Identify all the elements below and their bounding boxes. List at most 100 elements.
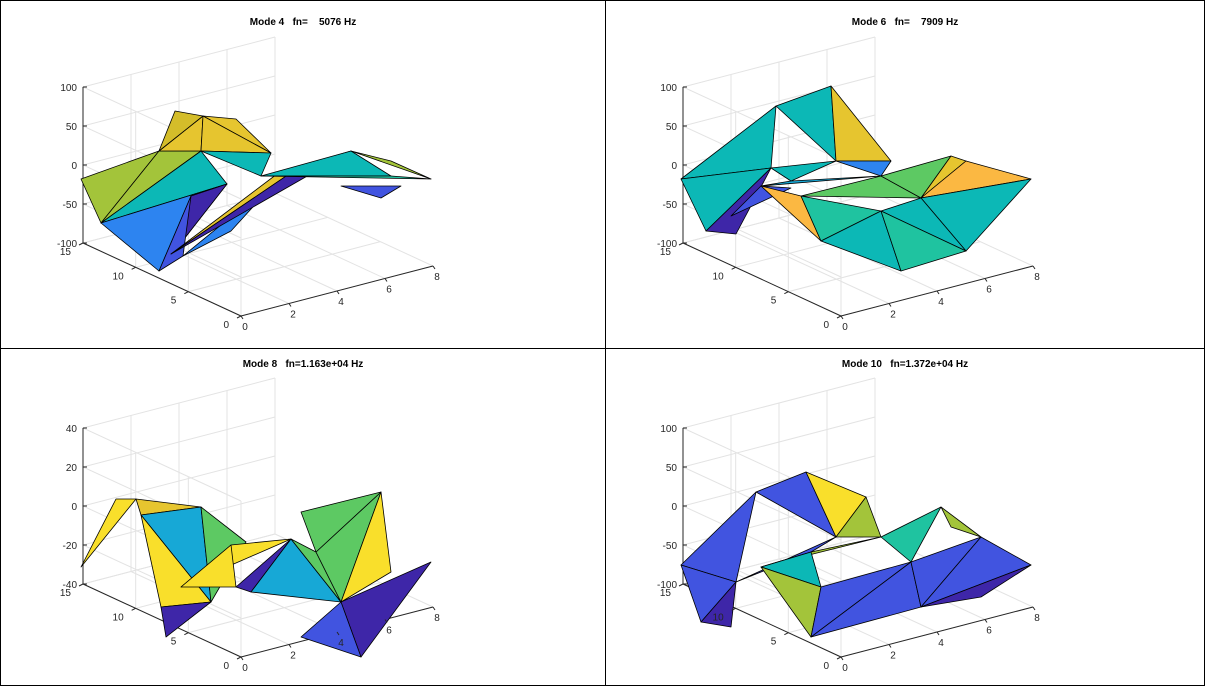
z-tick-label: -50 — [663, 200, 678, 211]
surface-triangle — [300, 601, 362, 658]
subplot-mode-4: 0 2 4 6 8 0 5 10 15 -100 -50 0 50 100 Mode 4 fn= 5076 … — [0, 0, 606, 349]
surface-triangle — [158, 110, 204, 152]
surface-triangle — [158, 195, 192, 272]
surface-triangle — [180, 544, 237, 588]
chart-title: Mode 4 fn= 5076 Hz — [250, 17, 356, 28]
y-tick-label: 10 — [113, 612, 125, 623]
x-tick-label: 8 — [434, 272, 440, 283]
surface-triangle — [340, 491, 392, 603]
x-tick-label: 6 — [986, 626, 992, 637]
surface-triangle — [830, 85, 892, 162]
mode-surface-plot: 0 2 4 6 8 0 5 10 15-100 -50 0 50 100 Mode 6 fn= 7909 … — [657, 17, 1040, 333]
surface-triangle — [835, 160, 892, 177]
x-tick-label: 0 — [242, 322, 248, 333]
x-tick-label: 0 — [842, 663, 848, 674]
z-tick-label: 100 — [660, 83, 677, 94]
y-tick-label: 10 — [713, 612, 725, 623]
surface-triangle — [700, 581, 737, 628]
x-tick-label: 2 — [890, 310, 896, 321]
surface-patches — [680, 471, 1032, 638]
x-tick-label: 4 — [338, 638, 344, 649]
x-tick-label: 6 — [386, 285, 392, 296]
z-tick-label: 50 — [66, 122, 78, 133]
z-tick-label: 50 — [666, 122, 678, 133]
z-tick-label: -40 — [63, 580, 78, 591]
y-tick-label: 5 — [171, 637, 177, 648]
chart-title: Mode 6 fn= 7909 Hz — [852, 17, 958, 28]
x-tick-label: 4 — [338, 297, 344, 308]
z-tick-label: 20 — [66, 463, 78, 474]
z-tick-label: -100 — [657, 580, 677, 591]
y-tick-label: 15 — [660, 247, 672, 258]
x-tick-label: 6 — [386, 626, 392, 637]
y-tick-label: 15 — [660, 588, 672, 599]
x-tick-label: 4 — [938, 638, 944, 649]
surface-patches — [680, 85, 1032, 272]
z-tick-label: -100 — [57, 239, 77, 250]
surface-triangle — [775, 85, 837, 162]
z-tick-label: -100 — [657, 239, 677, 250]
surface-triangle — [920, 564, 1032, 608]
z-tick-label: 0 — [71, 502, 77, 513]
y-tick-label: 0 — [823, 661, 829, 672]
y-tick-label: 5 — [171, 296, 177, 307]
surface-triangle — [835, 496, 882, 538]
x-tick-label: 0 — [242, 663, 248, 674]
z-tick-label: 0 — [71, 161, 77, 172]
x-tick-label: 8 — [434, 613, 440, 624]
x-tick-label: 2 — [290, 651, 296, 662]
y-tick-label: 10 — [713, 271, 725, 282]
y-axis-line — [682, 242, 842, 317]
y-tick-label: 0 — [823, 320, 829, 331]
surface-triangle — [350, 150, 432, 180]
chart-title: Mode 8 fn=1.163e+04 Hz — [243, 359, 364, 370]
x-tick-label: 4 — [938, 297, 944, 308]
y-tick-label: 15 — [60, 588, 72, 599]
x-tick-label: 0 — [842, 322, 848, 333]
surface-triangle — [680, 105, 777, 180]
x-tick-label: 8 — [1034, 613, 1040, 624]
y-tick-label: 15 — [60, 247, 72, 258]
subplot-mode-6: 0 2 4 6 8 0 5 10 15 -100 -50 0 50 100 Mode 6 fn= 7909 … — [605, 0, 1205, 349]
surface-triangle — [340, 185, 402, 199]
surface-triangle — [760, 175, 882, 187]
x-tick-label: 2 — [290, 310, 296, 321]
surface-triangle — [260, 175, 432, 180]
z-tick-label: -50 — [663, 541, 678, 552]
z-tick-label: 50 — [666, 463, 678, 474]
subplot-mode-8: 0 2 4 6 8 0 5 10 15 -40 -20 0 20 40 Mode 8 fn=1.163e+0… — [0, 348, 606, 686]
surface-triangle — [880, 506, 942, 563]
surface-triangle — [260, 150, 392, 177]
surface-triangle — [200, 150, 272, 177]
y-axis-line — [82, 242, 242, 317]
surface-triangle — [80, 498, 137, 568]
surface-triangle — [300, 491, 382, 553]
x-tick-label: 6 — [986, 285, 992, 296]
x-tick-label: 8 — [1034, 272, 1040, 283]
z-tick-label: 40 — [66, 424, 78, 435]
y-tick-label: 0 — [223, 320, 229, 331]
mode-surface-plot: 0 2 4 6 8 0 5 10 15-40 -20 0 20 40 Mode 8 fn=1.163e+0… — [60, 359, 440, 674]
surface-patches — [80, 110, 432, 272]
surface-triangle — [160, 601, 212, 638]
surface-triangle — [770, 160, 837, 182]
z-tick-label: -50 — [63, 200, 78, 211]
z-tick-label: -20 — [63, 541, 78, 552]
surface-triangle — [940, 506, 982, 538]
z-tick-label: 0 — [671, 502, 677, 513]
chart-title: Mode 10 fn=1.372e+04 Hz — [842, 359, 968, 370]
y-axis-line — [82, 583, 242, 658]
y-tick-label: 10 — [113, 271, 125, 282]
mode-surface-plot: 0 2 4 6 8 0 5 10 15-100 -50 0 50 100 Mode 4 fn= 5076 … — [57, 17, 440, 333]
y-tick-label: 5 — [771, 637, 777, 648]
surface-triangle — [880, 210, 967, 272]
z-tick-label: 100 — [60, 83, 77, 94]
subplot-mode-10: 0 2 4 6 8 0 5 10 15 -100 -50 0 50 100 Mode 10 fn=1.372… — [605, 348, 1205, 686]
y-tick-label: 5 — [771, 296, 777, 307]
y-tick-label: 0 — [223, 661, 229, 672]
z-tick-label: 0 — [671, 161, 677, 172]
z-tick-label: 100 — [660, 424, 677, 435]
mode-surface-plot: 0 2 4 6 8 0 5 10 15-100 -50 0 50 100 Mode 10 fn=1.372… — [657, 359, 1040, 674]
x-tick-label: 2 — [890, 651, 896, 662]
